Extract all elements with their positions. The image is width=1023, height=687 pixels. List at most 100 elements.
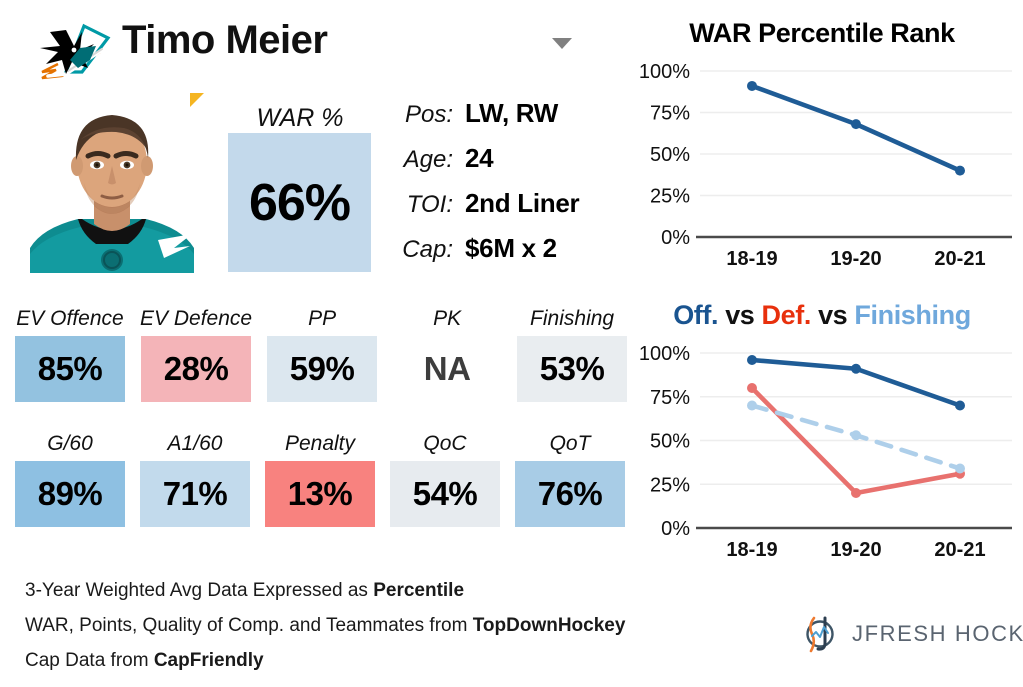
y-tick-label: 100%: [639, 343, 690, 365]
stat-title: QoT: [549, 432, 591, 455]
war-value-box: 66%: [228, 133, 371, 272]
y-tick-label: 100%: [639, 61, 690, 83]
stat-title: Finishing: [530, 307, 615, 330]
x-tick-label: 18-19: [726, 248, 777, 270]
footer-line-1: 3-Year Weighted Avg Data Expressed as Pe…: [25, 580, 705, 602]
stat-title: EV Offence: [16, 307, 124, 330]
stat-row-1: EV Offence 85% EV Defence 28% PP 59% PK: [0, 302, 628, 427]
stat-row-2: G/60 89% A1/60 71% Penalty 13% QoC: [0, 427, 625, 552]
stat-box: 59%: [267, 336, 378, 402]
data-point: [955, 463, 965, 474]
stat-cell-finishing: Finishing 53%: [517, 302, 628, 427]
stat-cell-g60: G/60 89%: [15, 427, 125, 552]
stat-title: A1/60: [167, 432, 223, 455]
info-row-age: Age: 24: [385, 143, 615, 188]
info-value: LW, RW: [465, 98, 559, 128]
data-point: [851, 363, 861, 374]
data-point: [955, 400, 965, 411]
war-label: WAR %: [256, 104, 344, 132]
stat-box: 89%: [15, 461, 125, 527]
stat-cell-ev-defence: EV Defence 28%: [140, 302, 252, 427]
stat-title: EV Defence: [140, 307, 253, 330]
chart-title: WAR Percentile Rank: [689, 18, 955, 48]
stat-box: 85%: [15, 336, 125, 402]
chart-a-plot: 0% 25% 50% 75% 100% 18-19 19-20 20-21: [639, 61, 1012, 270]
stat-box: 13%: [265, 461, 375, 527]
chart-title-part: Finishing: [854, 300, 971, 330]
y-tick-label: 50%: [650, 144, 690, 166]
footer-line-2-bold: TopDownHockey: [472, 615, 626, 636]
off-def-finishing-chart: Off. vs Def. vs Finishing 0% 25% 50% 75% 100…: [622, 300, 1022, 590]
stat-box: 28%: [141, 336, 252, 402]
y-tick-label: 75%: [650, 387, 690, 409]
footer-line-3: Cap Data from CapFriendly: [25, 650, 705, 672]
stat-value: NA: [423, 350, 471, 387]
stat-cell-pp: PP 59%: [267, 302, 378, 427]
stat-value: 13%: [287, 475, 353, 512]
chart-b-plot: 0% 25% 50% 75% 100% 18-19 19-20 20-21: [639, 343, 1012, 561]
stat-title: QoC: [423, 432, 467, 455]
stat-box: 71%: [140, 461, 250, 527]
y-tick-label: 0%: [661, 227, 690, 249]
corner-flag-marker: [190, 93, 204, 107]
info-value: 24: [465, 143, 494, 173]
y-tick-label: 25%: [650, 474, 690, 496]
footer-line-3-bold: CapFriendly: [153, 650, 264, 671]
stat-value: 59%: [289, 350, 355, 387]
war-percentile-chart: WAR Percentile Rank 0% 25% 50% 75% 100% 18-19…: [622, 18, 1022, 290]
info-key: Age:: [403, 146, 453, 173]
footer-line-3-plain: Cap Data from: [25, 650, 154, 671]
info-row-pos: Pos: LW, RW: [385, 98, 615, 143]
stat-value: 53%: [539, 350, 605, 387]
chart-title-part: vs: [818, 300, 848, 330]
data-point: [851, 488, 861, 498]
y-tick-label: 75%: [650, 103, 690, 125]
y-tick-label: 0%: [661, 518, 690, 540]
stat-cell-pk: PK NA: [392, 302, 502, 427]
info-value: $6M x 2: [465, 233, 557, 263]
stat-title: PP: [308, 307, 337, 330]
brand-name: JFRESH HOCKEY: [852, 621, 1023, 646]
data-point: [747, 400, 757, 411]
stat-cell-ev-offence: EV Offence 85%: [15, 302, 125, 427]
stat-cell-penalty: Penalty 13%: [265, 427, 375, 552]
stat-title: PK: [433, 307, 462, 330]
chevron-down-icon[interactable]: [552, 38, 572, 49]
stat-value: 89%: [37, 475, 103, 512]
card-header: Timo Meier: [0, 0, 620, 88]
data-point: [747, 355, 757, 365]
y-tick-label: 25%: [650, 186, 690, 208]
stat-value: 54%: [412, 475, 478, 512]
data-point: [747, 383, 757, 393]
x-tick-label: 20-21: [934, 248, 985, 270]
player-photo: [24, 88, 200, 273]
stat-value: 71%: [162, 475, 228, 512]
stat-box: 53%: [517, 336, 628, 402]
chart-title-part: Def.: [761, 300, 812, 330]
footer-notes: 3-Year Weighted Avg Data Expressed as Pe…: [25, 580, 705, 685]
jfresh-hockey-logo-icon: [806, 616, 834, 653]
info-value: 2nd Liner: [465, 188, 580, 218]
chart-title-part: Off.: [673, 300, 719, 330]
info-row-toi: TOI: 2nd Liner: [385, 188, 615, 233]
info-row-cap: Cap: $6M x 2: [385, 233, 615, 278]
data-point: [851, 119, 861, 130]
x-tick-label: 18-19: [726, 539, 777, 561]
stat-value: 28%: [163, 350, 229, 387]
footer-line-2-plain: WAR, Points, Quality of Comp. and Teamma…: [25, 615, 473, 636]
brand-mark: JFRESH HOCKEY: [800, 612, 1023, 656]
footer-line-1-bold: Percentile: [373, 580, 465, 601]
info-key: TOI:: [406, 191, 453, 218]
stat-cell-qot: QoT 76%: [515, 427, 625, 552]
data-point: [851, 430, 861, 441]
chart-title-part: vs: [725, 300, 755, 330]
footer-line-1-plain: 3-Year Weighted Avg Data Expressed as: [25, 580, 374, 601]
info-key: Pos:: [404, 101, 453, 128]
x-tick-label: 20-21: [934, 539, 985, 561]
stat-value: 76%: [537, 475, 603, 512]
x-tick-label: 19-20: [830, 248, 881, 270]
footer-line-2: WAR, Points, Quality of Comp. and Teamma…: [25, 615, 705, 637]
stat-title: G/60: [47, 432, 93, 455]
data-point: [955, 165, 965, 176]
stat-title: Penalty: [284, 432, 356, 455]
